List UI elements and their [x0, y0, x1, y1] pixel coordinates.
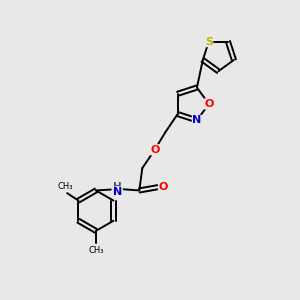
Text: N: N: [113, 187, 122, 197]
Text: O: O: [204, 99, 214, 109]
Text: H: H: [113, 182, 122, 192]
Text: CH₃: CH₃: [57, 182, 73, 191]
Text: N: N: [192, 115, 202, 125]
Text: O: O: [150, 145, 160, 155]
Text: CH₃: CH₃: [88, 246, 104, 255]
Text: S: S: [205, 37, 213, 47]
Text: O: O: [158, 182, 168, 192]
